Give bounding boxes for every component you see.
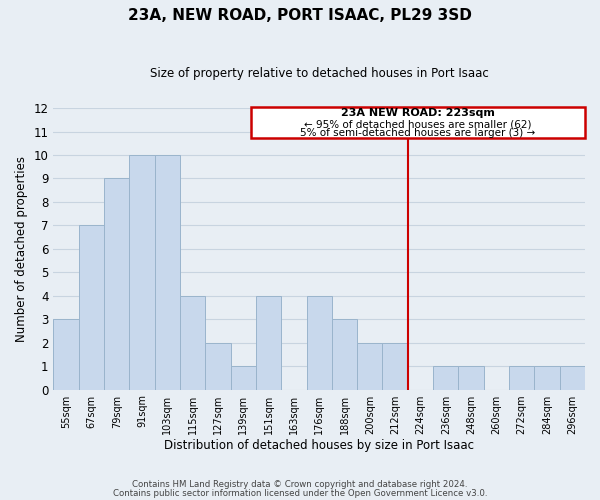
Text: ← 95% of detached houses are smaller (62): ← 95% of detached houses are smaller (62… — [304, 119, 532, 129]
Bar — [433, 366, 458, 390]
Bar — [155, 155, 180, 390]
Bar — [560, 366, 585, 390]
Bar — [230, 366, 256, 390]
X-axis label: Distribution of detached houses by size in Port Isaac: Distribution of detached houses by size … — [164, 440, 474, 452]
Text: 23A, NEW ROAD, PORT ISAAC, PL29 3SD: 23A, NEW ROAD, PORT ISAAC, PL29 3SD — [128, 8, 472, 22]
Bar — [180, 296, 205, 390]
Y-axis label: Number of detached properties: Number of detached properties — [15, 156, 28, 342]
Bar — [256, 296, 281, 390]
Bar — [382, 342, 408, 390]
Bar — [205, 342, 230, 390]
Title: Size of property relative to detached houses in Port Isaac: Size of property relative to detached ho… — [150, 68, 488, 80]
Text: 23A NEW ROAD: 223sqm: 23A NEW ROAD: 223sqm — [341, 108, 495, 118]
Bar — [332, 319, 357, 390]
FancyBboxPatch shape — [251, 107, 585, 138]
Bar — [104, 178, 130, 390]
Bar — [130, 155, 155, 390]
Bar — [458, 366, 484, 390]
Bar — [357, 342, 382, 390]
Bar — [535, 366, 560, 390]
Text: 5% of semi-detached houses are larger (3) →: 5% of semi-detached houses are larger (3… — [301, 128, 536, 138]
Text: Contains public sector information licensed under the Open Government Licence v3: Contains public sector information licen… — [113, 489, 487, 498]
Bar — [509, 366, 535, 390]
Text: Contains HM Land Registry data © Crown copyright and database right 2024.: Contains HM Land Registry data © Crown c… — [132, 480, 468, 489]
Bar — [79, 226, 104, 390]
Bar — [53, 319, 79, 390]
Bar — [307, 296, 332, 390]
